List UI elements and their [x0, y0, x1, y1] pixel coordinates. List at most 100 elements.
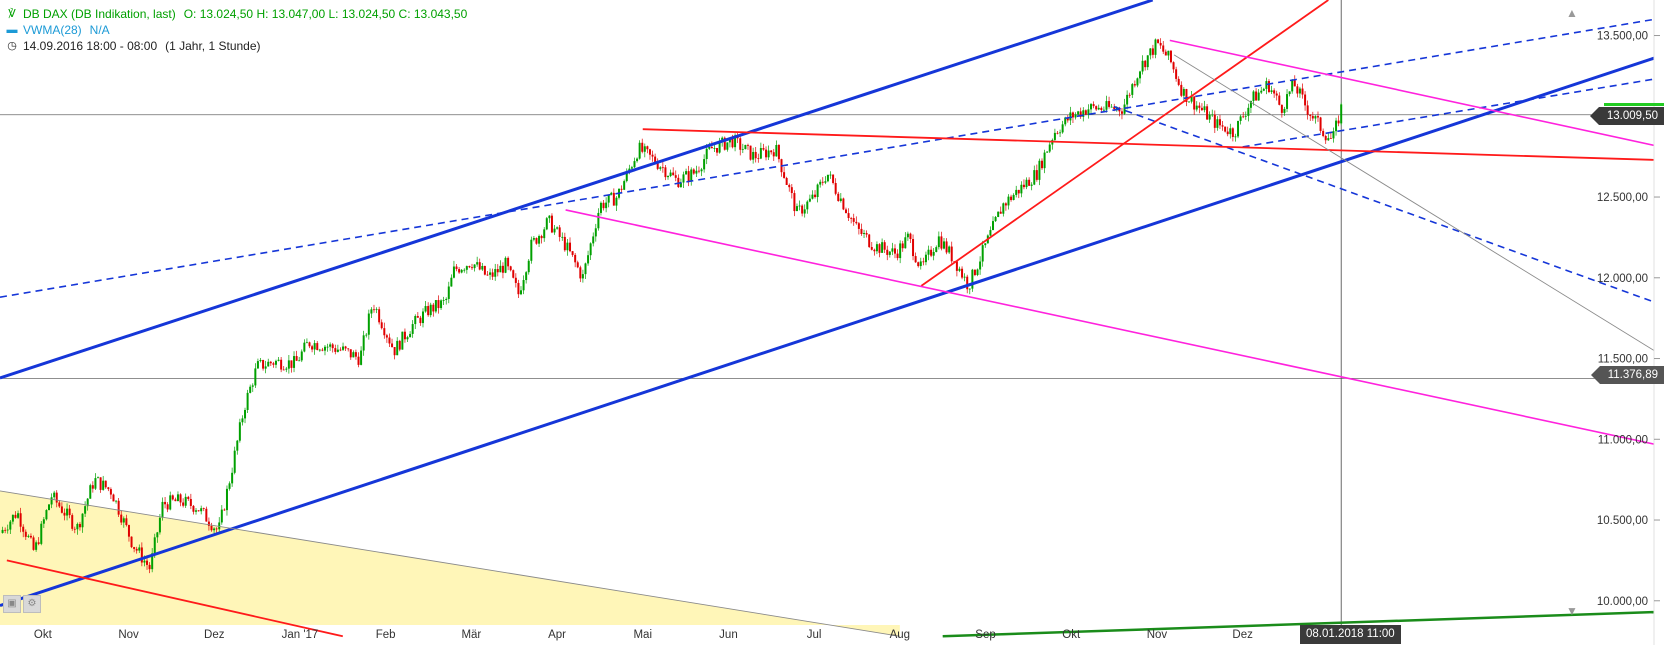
candle-body: [816, 184, 819, 198]
candle-body: [664, 167, 667, 178]
trendline-red-solid: [920, 0, 1329, 287]
candle-body: [1296, 86, 1299, 94]
expand-icon[interactable]: ▣: [3, 595, 21, 613]
triangle-down-icon[interactable]: ▼: [1566, 604, 1578, 618]
trendline-blue-solid: [0, 0, 1154, 380]
candle-body: [215, 528, 218, 530]
candle-body: [826, 174, 829, 182]
candle-body: [383, 328, 386, 336]
candle-body: [130, 536, 133, 548]
candle-body: [1077, 111, 1080, 115]
candle-body: [654, 156, 657, 164]
y-tick-label: 12.500,00: [1597, 192, 1648, 204]
candle-body: [50, 497, 53, 505]
candle-body: [37, 542, 40, 544]
candle-body: [238, 422, 241, 441]
candle-body: [414, 316, 417, 325]
candle-body: [463, 269, 466, 271]
candle-body: [1280, 104, 1283, 113]
candle-body: [326, 346, 329, 348]
candle-body: [754, 151, 757, 159]
candle-body: [280, 359, 283, 370]
trendline-magenta-solid: [565, 209, 1655, 445]
candle-body: [455, 266, 458, 270]
candle-body: [924, 254, 927, 263]
candle-body: [514, 277, 517, 283]
candle-body: [272, 363, 275, 365]
candle-body: [161, 501, 164, 518]
candle-body: [419, 317, 422, 324]
candle-body: [942, 241, 945, 249]
candle-body: [1255, 91, 1258, 101]
candle-body: [517, 282, 520, 295]
y-tick-label: 12.000,00: [1597, 273, 1648, 285]
candle-body: [532, 238, 535, 240]
instrument-label[interactable]: DB DAX (DB Indikation, last): [23, 7, 176, 21]
candle-body: [1113, 106, 1116, 110]
candle-body: [963, 276, 966, 278]
candle-body: [1136, 78, 1139, 86]
candle-body: [1167, 50, 1170, 56]
candle-body: [447, 286, 450, 299]
candle-body: [509, 266, 512, 271]
candle-body: [589, 243, 592, 256]
candle-body: [99, 477, 102, 490]
candle-body: [633, 161, 636, 168]
candle-body: [342, 346, 345, 350]
candle-body: [385, 335, 388, 338]
candle-body: [262, 359, 265, 369]
candle-body: [1074, 114, 1077, 118]
candle-body: [961, 268, 964, 278]
candle-body: [112, 494, 115, 502]
candle-body: [837, 193, 840, 201]
candle-body: [1249, 100, 1252, 108]
candle-body: [153, 537, 156, 554]
candle-body: [349, 349, 352, 358]
candle-body: [1053, 132, 1056, 140]
candle-body: [558, 227, 561, 237]
candle-body: [1275, 93, 1278, 96]
candle-body: [1206, 106, 1209, 120]
candle-body: [256, 361, 259, 369]
candle-body: [300, 351, 303, 361]
candle-body: [592, 236, 595, 244]
candle-body: [772, 152, 775, 157]
candle-body: [1020, 184, 1023, 194]
candle-body: [919, 261, 922, 267]
candle-body: [184, 496, 187, 506]
settings-icon[interactable]: ⚙: [23, 595, 41, 613]
candle-body: [213, 528, 216, 531]
candle-body: [989, 230, 992, 236]
candle-body: [151, 553, 154, 570]
candle-body: [1247, 107, 1250, 116]
candle-body: [976, 269, 979, 276]
candle-body: [687, 171, 690, 182]
candle-body: [685, 171, 688, 175]
candle-body: [891, 248, 894, 252]
candle-body: [930, 249, 933, 256]
candle-body: [587, 255, 590, 264]
candle-body: [1244, 115, 1247, 117]
triangle-up-icon[interactable]: ▲: [1566, 6, 1578, 20]
candle-body: [107, 487, 110, 490]
candle-body: [171, 495, 174, 500]
candle-body: [1298, 88, 1301, 94]
candle-body: [1270, 90, 1273, 93]
candle-body: [228, 483, 231, 489]
candle-body: [334, 348, 337, 352]
candle-body: [311, 346, 314, 350]
y-tick-label: 13.500,00: [1597, 31, 1648, 43]
candle-body: [478, 262, 481, 270]
indicator-label[interactable]: VWMA(28): [23, 23, 82, 37]
candle-body: [765, 149, 768, 158]
candle-body: [1301, 88, 1304, 95]
candle-body: [855, 221, 858, 224]
candle-body: [829, 174, 832, 176]
candle-body: [571, 251, 574, 255]
candle-body: [844, 209, 847, 214]
candle-body: [122, 518, 125, 523]
candle-body: [357, 356, 360, 365]
candle-body: [470, 267, 473, 269]
candle-body: [767, 150, 770, 158]
